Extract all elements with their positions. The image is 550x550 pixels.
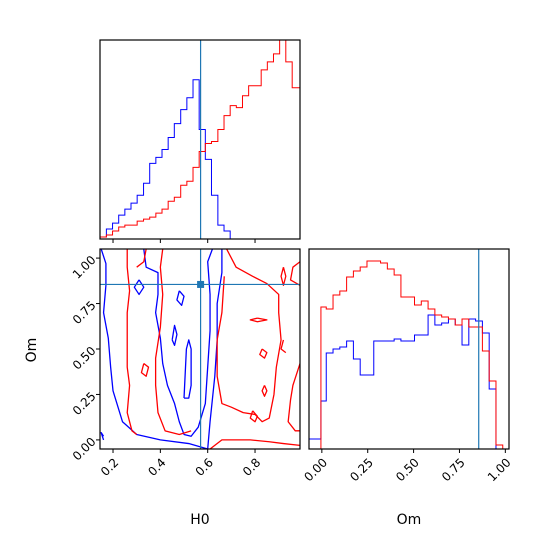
contour-H0-Om-x-tick-label: 0.4 — [145, 455, 168, 478]
contour-series-1-line — [261, 385, 268, 397]
contour-series-0-line — [171, 324, 178, 347]
contour-H0-Om-y-tick-label: 0.50 — [70, 344, 99, 373]
x-axis-label-Om: Om — [397, 512, 422, 528]
contour-series-1-line — [140, 363, 150, 377]
panel-contour-H0-Om: 0.2 0.4 0.6 0.8 0.00 0.25 0.50 0.75 1.00 — [70, 248, 301, 479]
contour-series-1-line — [280, 267, 287, 287]
contour-series-0-line — [176, 290, 185, 307]
contour-H0-Om-y-tick-label: 0.75 — [70, 298, 99, 327]
hist-H0-frame — [99, 39, 301, 240]
contour-series-1-line — [259, 348, 268, 359]
contour-H0-Om-x-tick-label: 0.2 — [98, 455, 121, 478]
contour-series-1-line — [289, 261, 300, 286]
contour-series-1-line — [280, 339, 287, 354]
panel-hist-H0 — [99, 39, 301, 243]
contour-H0-Om-x-tick-label: 0.6 — [193, 455, 216, 478]
x-axis-label-H0: H0 — [190, 512, 209, 528]
contour-series-0-line — [143, 249, 214, 437]
contour-series-0-line — [100, 249, 208, 449]
contour-series-1-line — [136, 249, 147, 268]
hist-Om-series-0-histogram — [309, 314, 509, 449]
hist-Om-frame — [308, 248, 510, 450]
panel-hist-Om: 0.00 0.25 0.50 0.75 1.00 — [301, 248, 514, 484]
hist-Om-series-1-histogram — [309, 260, 509, 449]
contour-series-0-line — [133, 279, 145, 296]
contour-series-1-line — [154, 249, 192, 436]
contour-series-0-line — [100, 431, 105, 441]
contour-series-0-line — [207, 249, 223, 449]
contour-H0-Om-y-tick-label: 1.00 — [70, 253, 99, 282]
contour-series-1-line — [216, 249, 282, 423]
hist-Om-plot-area — [309, 249, 509, 449]
contour-H0-Om-y-tick-label: 0.25 — [70, 389, 99, 418]
contour-H0-Om-plot-area — [100, 249, 300, 449]
contour-series-1-line — [249, 317, 268, 323]
hist-Om-x-tick-label: 1.00 — [485, 455, 514, 484]
contour-truth-marker — [197, 280, 205, 288]
contour-series-1-line — [287, 363, 300, 432]
hist-Om-x-tick-label: 0.50 — [393, 455, 422, 484]
hist-Om-x-tick-label: 0.00 — [301, 455, 330, 484]
contour-series-1-line — [126, 249, 138, 435]
contour-H0-Om-y-tick-label: 0.00 — [70, 435, 99, 464]
y-axis-label-Om: Om — [24, 338, 40, 363]
contour-H0-Om-x-tick-label: 0.8 — [240, 455, 263, 478]
hist-H0-series-1-histogram — [100, 40, 300, 239]
hist-H0-series-0-histogram — [100, 79, 300, 239]
hist-H0-plot-area — [100, 40, 300, 239]
contour-series-0-line — [183, 339, 192, 399]
hist-Om-x-tick-label: 0.25 — [347, 455, 376, 484]
hist-Om-x-tick-label: 0.75 — [439, 455, 468, 484]
contour-series-1-line — [209, 439, 300, 449]
contour-series-1-line — [249, 410, 259, 423]
